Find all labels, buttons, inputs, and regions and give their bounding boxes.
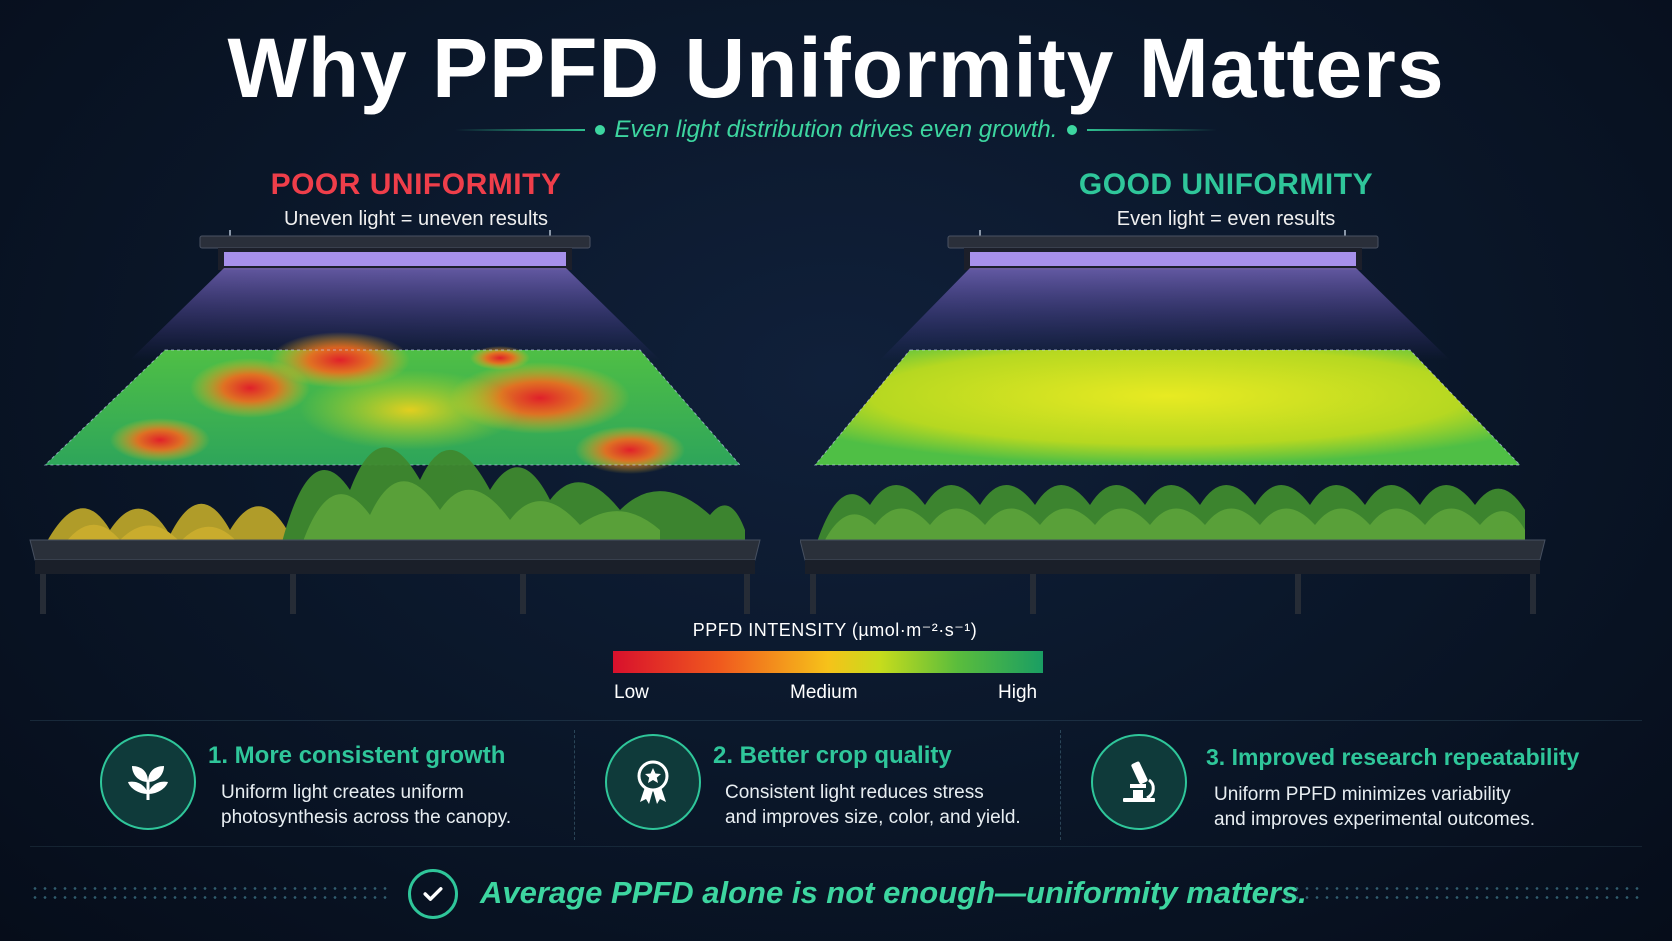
subtitle-dot-right <box>1067 125 1078 135</box>
benefit-description-line1: Consistent light reduces stress <box>725 782 984 803</box>
benefit-description: Consistent light reduces stress and impr… <box>725 780 1021 830</box>
poor-grow-illustration <box>29 230 761 614</box>
poor-uniformity-heading: POOR UNIFORMITY <box>270 168 562 201</box>
dot-pattern-right <box>1282 884 1642 902</box>
subtitle-line-left <box>454 129 585 131</box>
benefit-description-line2: photosynthesis across the canopy. <box>221 807 512 828</box>
check-icon <box>408 869 458 919</box>
microscope-icon <box>1091 734 1187 830</box>
card-separator <box>574 730 575 840</box>
legend-high-label: High <box>998 682 1038 703</box>
benefit-title: 1. More consistent growth <box>208 742 506 769</box>
good-uniformity-heading: GOOD UNIFORMITY <box>1078 168 1374 201</box>
legend-title: PPFD INTENSITY (µmol·m⁻²·s⁻¹) <box>692 620 978 640</box>
plant-icon <box>100 734 196 830</box>
footer: Average PPFD alone is not enough—uniform… <box>0 866 1672 920</box>
footer-divider <box>30 846 1642 847</box>
good-uniformity-header: GOOD UNIFORMITY Even light = even result… <box>946 168 1506 231</box>
ppfd-color-scale <box>613 651 1043 673</box>
poor-uniformity-scene <box>20 230 780 650</box>
dot-pattern-left <box>30 884 390 902</box>
good-uniformity-scene <box>799 230 1560 650</box>
card-separator <box>1060 730 1061 840</box>
benefit-card-repeatability: 3. Improved research repeatability Unifo… <box>1091 732 1651 842</box>
award-ribbon-icon <box>605 734 701 830</box>
benefit-description-line2: and improves experimental outcomes. <box>1214 809 1536 830</box>
poor-uniformity-header: POOR UNIFORMITY Uneven light = uneven re… <box>136 168 696 231</box>
page-title: Why PPFD Uniformity Matters <box>227 21 1445 115</box>
good-grow-illustration <box>799 230 1546 614</box>
poor-uniformity-caption: Uneven light = uneven results <box>283 208 549 230</box>
footer-message: Average PPFD alone is not enough—uniform… <box>480 875 1307 910</box>
benefit-title: 3. Improved research repeatability <box>1206 744 1580 770</box>
benefit-card-growth: 1. More consistent growth Uniform light … <box>100 732 570 842</box>
good-uniformity-caption: Even light = even results <box>1116 208 1336 230</box>
subtitle-row: Even light distribution drives even grow… <box>0 116 1672 144</box>
benefit-card-quality: 2. Better crop quality Consistent light … <box>605 732 1075 842</box>
benefit-description-line2: and improves size, color, and yield. <box>725 807 1021 828</box>
legend-medium-label: Medium <box>790 682 858 703</box>
subtitle-dot-left <box>594 125 605 135</box>
legend-low-label: Low <box>614 682 649 703</box>
benefit-description: Uniform light creates uniform photosynth… <box>221 780 511 830</box>
section-divider <box>30 720 1642 721</box>
benefit-description: Uniform PPFD minimizes variability and i… <box>1214 782 1535 832</box>
benefit-description-line1: Uniform PPFD minimizes variability <box>1214 784 1511 805</box>
benefit-description-line1: Uniform light creates uniform <box>221 782 464 803</box>
subtitle: Even light distribution drives even grow… <box>614 116 1058 143</box>
benefit-title: 2. Better crop quality <box>713 742 952 769</box>
subtitle-line-right <box>1087 129 1218 131</box>
